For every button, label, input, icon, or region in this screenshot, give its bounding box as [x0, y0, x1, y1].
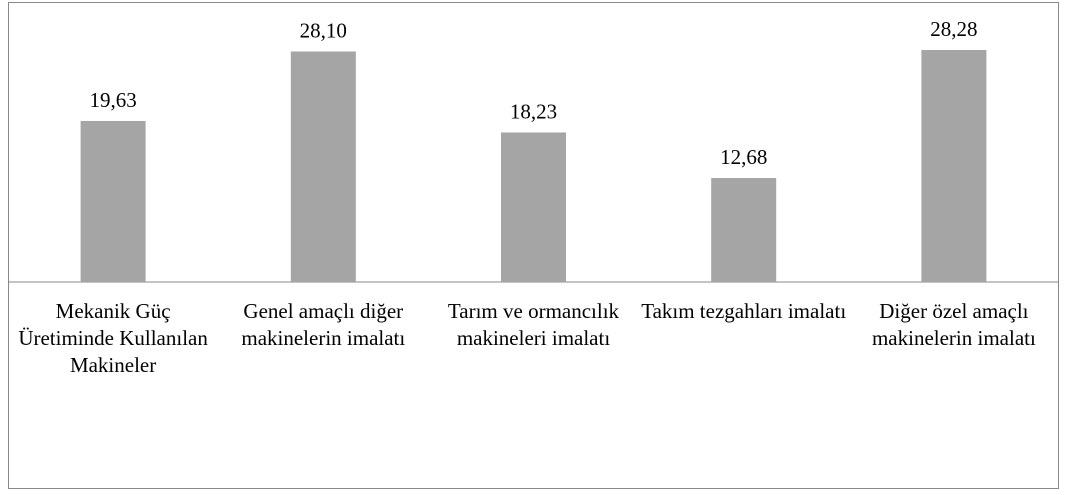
data-label: 12,68: [720, 145, 767, 169]
data-label: 18,23: [510, 99, 557, 123]
chart-frame: [8, 2, 1059, 489]
data-label: 19,63: [89, 88, 136, 112]
bar: [711, 177, 777, 282]
bar: [921, 50, 987, 282]
data-label: 28,10: [300, 18, 347, 42]
x-tick-label: Tarım ve ormancılık makineleri imalatı: [447, 299, 620, 350]
x-tick-label: Diğer özel amaçlı makinelerin imalatı: [871, 299, 1036, 350]
x-tick-label: Genel amaçlı diğer makinelerin imalatı: [241, 299, 406, 350]
x-tick-label: Mekanik Güç Üretiminde Kullanılan Makine…: [18, 299, 208, 377]
x-tick-label: Takım tezgahları imalatı: [641, 299, 847, 323]
bar: [290, 51, 356, 283]
bar: [501, 132, 566, 282]
bar: [80, 120, 146, 282]
data-label: 28,28: [930, 17, 977, 41]
